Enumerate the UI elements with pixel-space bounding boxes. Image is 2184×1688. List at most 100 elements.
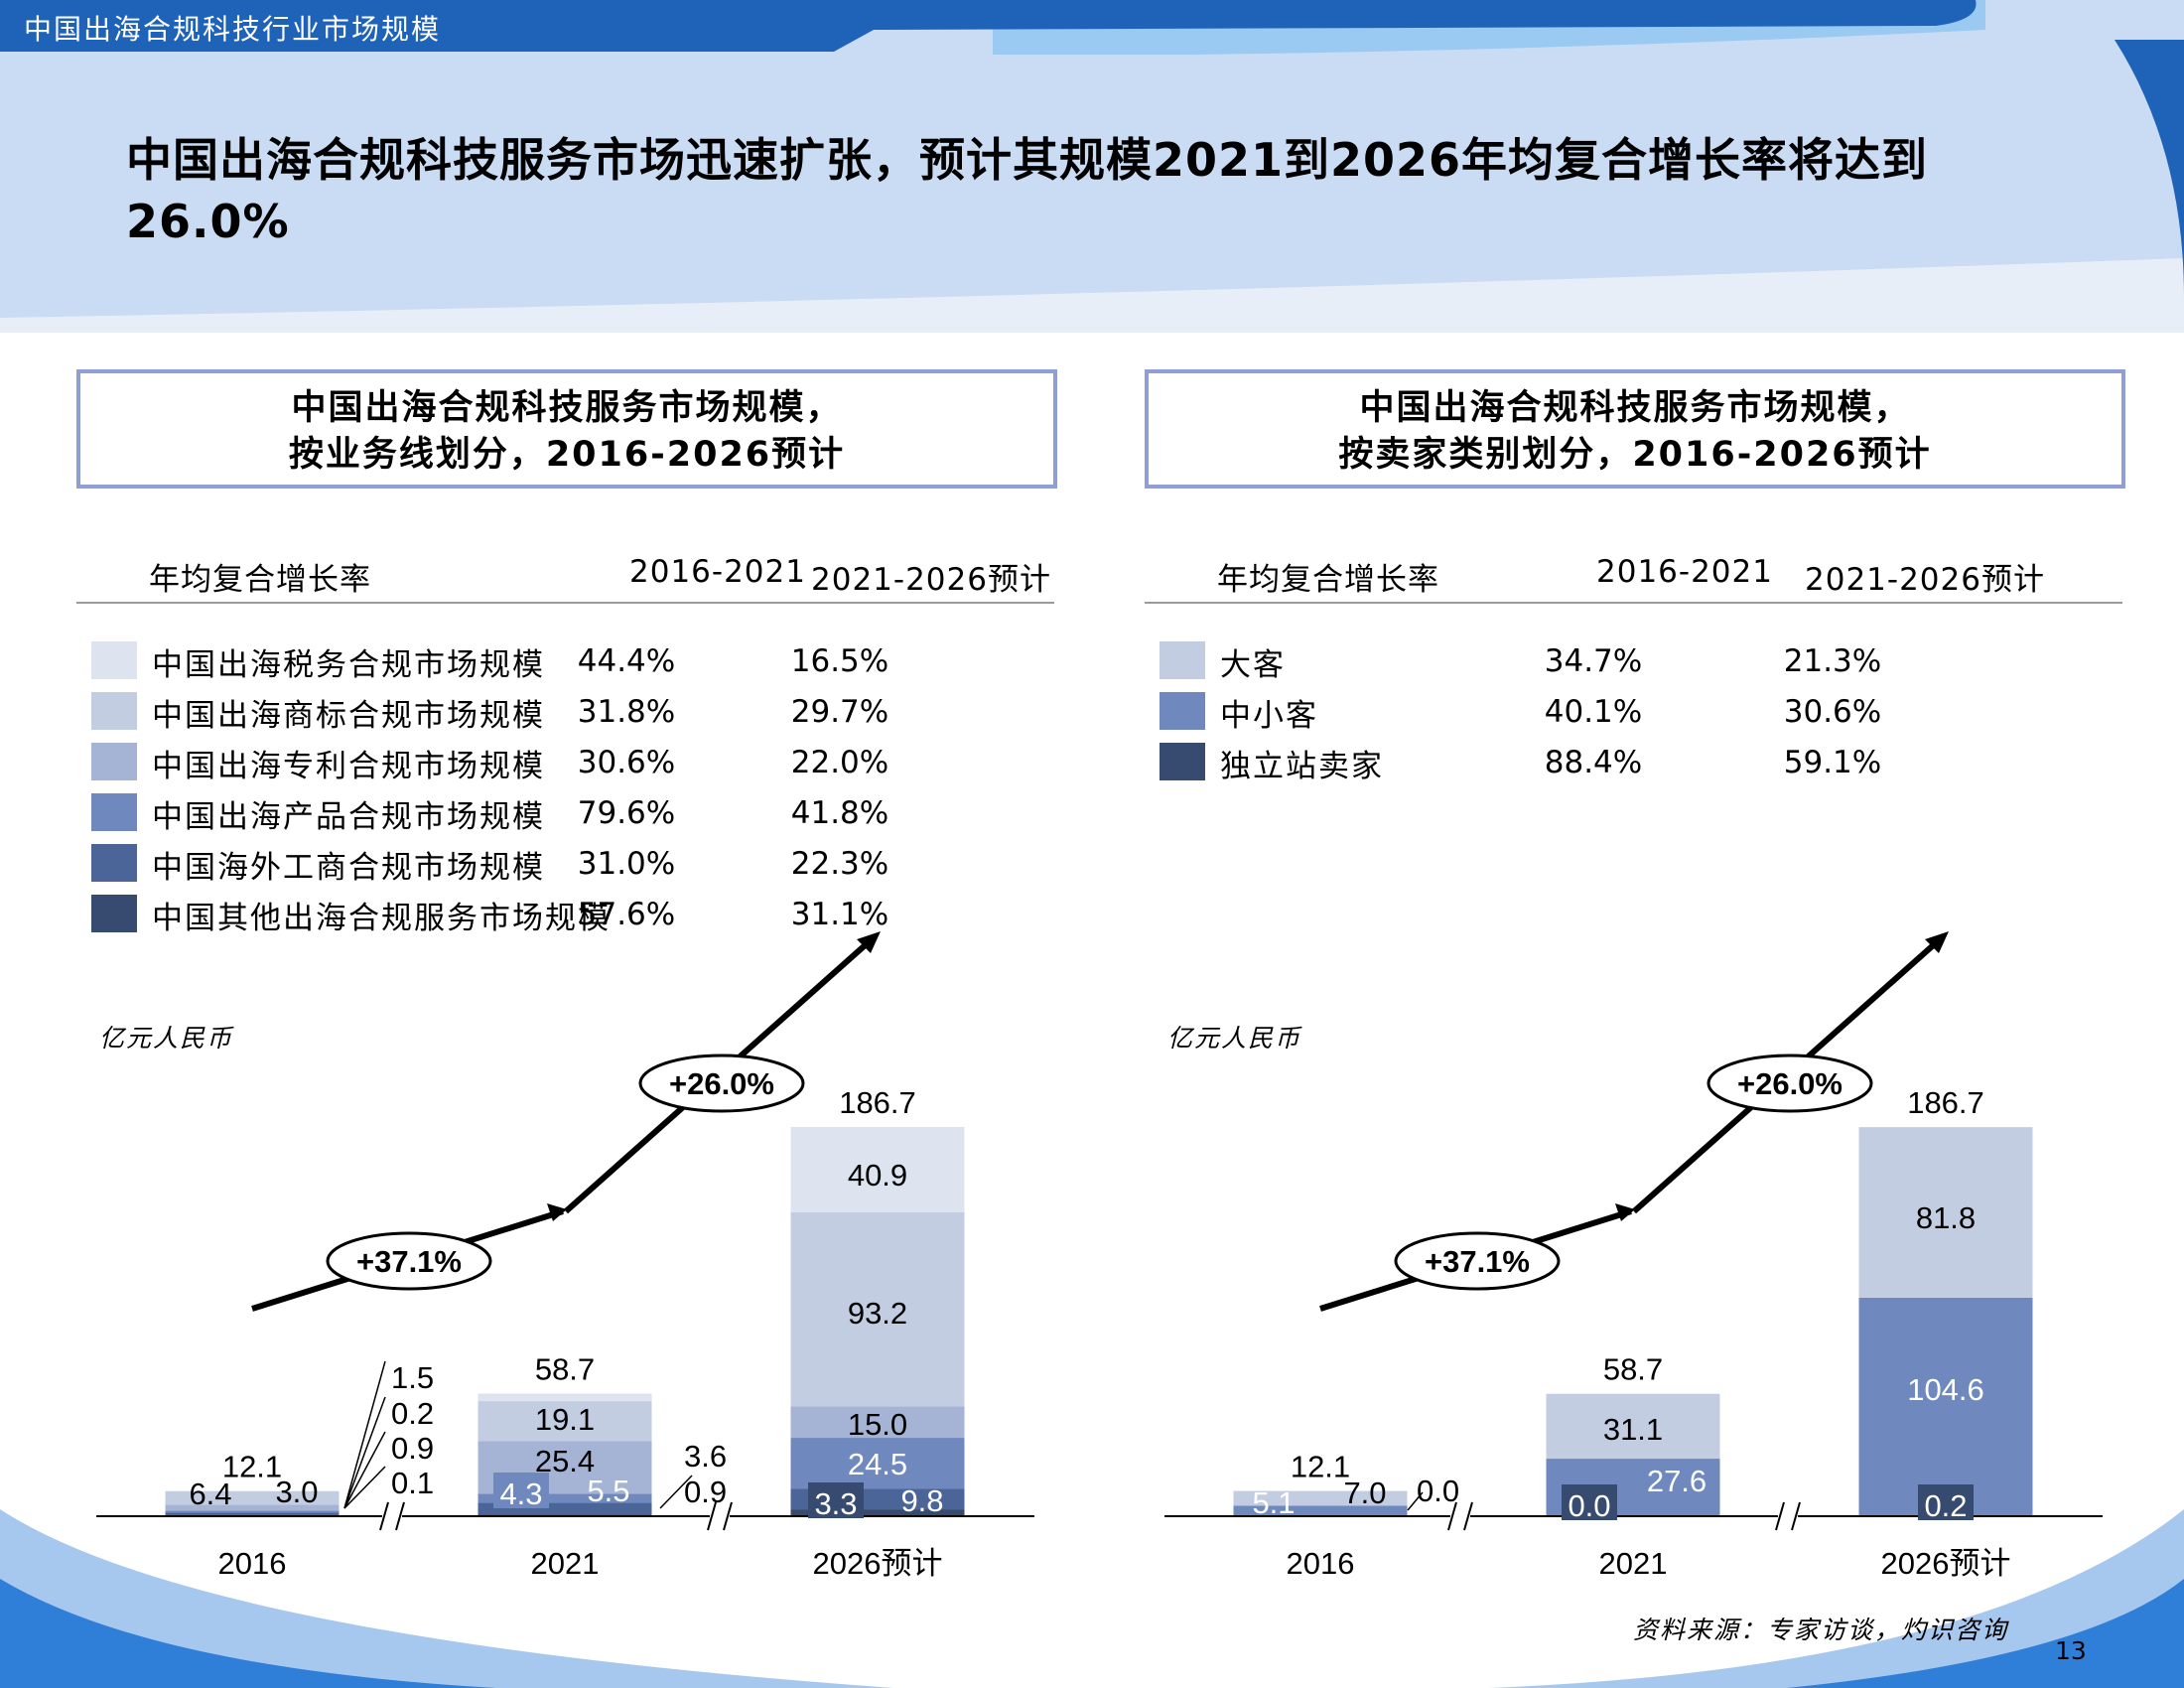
bottom-right-swoosh: [1489, 1509, 2184, 1688]
cagr-value-2021-2026: 22.3%: [790, 846, 889, 882]
bar-segment: [1858, 1297, 2033, 1516]
legend-swatch: [91, 641, 137, 679]
legend-swatch: [1160, 641, 1205, 679]
callout-leader: [343, 1466, 386, 1509]
right-panel-title-box: 中国出海合规科技服务市场规模， 按卖家类别划分，2016-2026预计: [1145, 369, 2125, 489]
cagr-bubble-2016-2021: [326, 1231, 492, 1291]
callout-leader: [1407, 1491, 1424, 1511]
axis-break-mark: [1447, 1501, 1457, 1531]
segment-value-label: 81.8: [1916, 1200, 1976, 1235]
header-band: [0, 0, 1977, 52]
bar-segment: [165, 1504, 340, 1511]
right-panel-title-line2: 按卖家类别划分，2016-2026预计: [1338, 435, 1932, 475]
value-label-backing: [1918, 1484, 1974, 1520]
legend-swatch: [91, 895, 137, 932]
page-headline: 中国出海合规科技服务市场迅速扩张，预计其规模2021到2026年均复合增长率将达…: [126, 133, 1929, 248]
legend-label: 中国出海税务合规市场规模: [152, 647, 545, 683]
segment-value-label: 40.9: [848, 1158, 907, 1193]
callout-leader: [343, 1431, 386, 1509]
cagr-bubble-label: +37.1%: [356, 1244, 462, 1279]
bar-total-label: 12.1: [1291, 1450, 1350, 1484]
cagr-value-2021-2026: 41.8%: [790, 795, 889, 831]
cagr-value-2016-2021: 31.0%: [577, 846, 676, 882]
category-label: 2016: [1287, 1546, 1355, 1581]
cagr-value-2016-2021: 57.6%: [577, 897, 676, 932]
legend-label: 独立站卖家: [1220, 749, 1384, 784]
segment-value-label: 3.3: [814, 1486, 857, 1521]
growth-arrow-head: [547, 1203, 567, 1221]
growth-arrow-head: [857, 931, 881, 953]
legend-label: 中国其他出海合规服务市场规模: [152, 901, 611, 936]
legend-swatch: [91, 692, 137, 730]
right-stacked-bar-chart: 12.1 2016 58.7 2021 186.7 2026预计 5.1 7.0 31.1 27.…: [1164, 931, 2103, 1581]
bar-total-label: 58.7: [535, 1352, 595, 1387]
title-area-sweep: [0, 258, 2184, 333]
bar-segment: [1233, 1505, 1408, 1516]
cagr-bubble-2021-2026: [638, 1054, 805, 1113]
segment-value-label: 3.0: [275, 1475, 318, 1509]
right-panel-title-line1: 中国出海合规科技服务市场规模，: [1359, 388, 1911, 428]
cagr-bubble-label: +26.0%: [669, 1066, 774, 1101]
legend-label: 中国出海产品合规市场规模: [152, 799, 545, 835]
bar-total-label: 12.1: [222, 1450, 282, 1484]
legend-swatch: [91, 793, 137, 831]
axis-break-mark: [723, 1501, 733, 1531]
segment-value-label: 5.5: [587, 1474, 629, 1508]
bar-total-label: 186.7: [1907, 1085, 1984, 1120]
right-cagr-period2: 2021-2026预计: [1805, 562, 2045, 598]
right-corner-accent: [2115, 40, 2184, 298]
legend-swatch: [1160, 692, 1205, 730]
axis-break-mark: [1791, 1501, 1801, 1531]
segment-value-label: 15.0: [848, 1407, 907, 1442]
left-cagr-period2: 2021-2026预计: [811, 562, 1051, 598]
cagr-bubble-label: +26.0%: [1737, 1066, 1843, 1101]
left-panel-title-box: 中国出海合规科技服务市场规模， 按业务线划分，2016-2026预计: [76, 369, 1057, 489]
axis-break-mark: [379, 1501, 389, 1531]
callout-value-label: 0.9: [684, 1475, 727, 1509]
legend-label: 中小客: [1220, 698, 1318, 734]
category-label: 2026预计: [1881, 1546, 2011, 1581]
cagr-value-2016-2021: 44.4%: [577, 643, 676, 679]
segment-value-label: 93.2: [848, 1296, 907, 1331]
category-label: 2021: [1599, 1546, 1668, 1581]
cagr-value-2016-2021: 88.4%: [1544, 745, 1643, 780]
bottom-right-swoosh-dark: [1787, 1579, 2184, 1688]
segment-value-label: 0.0: [1568, 1488, 1610, 1523]
callout-value-label: 0.0: [1417, 1474, 1459, 1508]
section-label: 中国出海合规科技行业市场规模: [24, 13, 442, 46]
right-cagr-label: 年均复合增长率: [1217, 562, 1439, 598]
growth-arrow-head: [1615, 1203, 1635, 1221]
bar-segment: [790, 1126, 965, 1212]
segment-value-label: 31.1: [1603, 1412, 1663, 1447]
left-unit-label: 亿元人民币: [99, 1024, 234, 1053]
cagr-bubble-2021-2026: [1706, 1054, 1873, 1113]
cagr-value-2021-2026: 21.3%: [1783, 643, 1882, 679]
bar-total-label: 58.7: [1603, 1352, 1663, 1387]
segment-value-label: 6.4: [189, 1477, 231, 1511]
axis-break-mark: [707, 1501, 717, 1531]
bar-segment: [478, 1502, 652, 1515]
segment-value-label: 4.3: [499, 1477, 542, 1511]
left-cagr-label: 年均复合增长率: [149, 562, 371, 598]
value-label-backing: [493, 1473, 549, 1508]
segment-value-label: 7.0: [1343, 1476, 1386, 1510]
axis-break-mark: [1775, 1501, 1785, 1531]
cagr-value-2016-2021: 34.7%: [1544, 643, 1643, 679]
left-panel-title-line1: 中国出海合规科技服务市场规模，: [291, 388, 843, 428]
bar-segment: [478, 1393, 652, 1402]
bar-segment: [478, 1493, 652, 1503]
segment-value-label: 24.5: [848, 1447, 907, 1481]
segment-value-label: 19.1: [535, 1402, 595, 1437]
left-cagr-period1: 2016-2021: [629, 554, 806, 590]
bottom-left-swoosh-dark: [0, 1579, 496, 1688]
legend-label: 中国出海商标合规市场规模: [152, 698, 545, 734]
right-cagr-period1: 2016-2021: [1596, 554, 1773, 590]
source-note: 资料来源：专家访谈，灼识咨询: [1633, 1616, 2009, 1644]
bar-segment: [790, 1211, 965, 1407]
right-unit-label: 亿元人民币: [1167, 1024, 1302, 1053]
category-label: 2026预计: [813, 1546, 943, 1581]
callout-value-label: 0.2: [391, 1396, 434, 1431]
cagr-value-2021-2026: 29.7%: [790, 694, 889, 730]
